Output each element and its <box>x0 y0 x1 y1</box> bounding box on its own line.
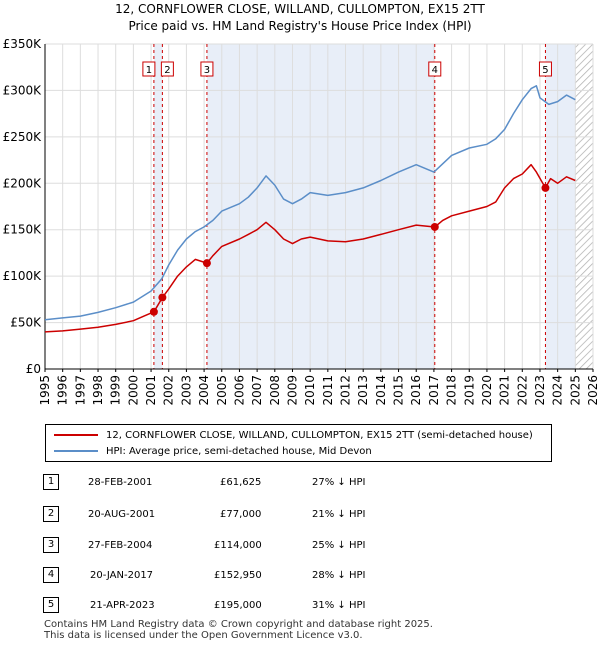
y-tick-label: £150K <box>3 223 43 237</box>
sale-marker-box <box>538 61 552 77</box>
y-tick-label: £350K <box>3 37 43 51</box>
x-tick-label: 2012 <box>339 375 353 406</box>
transaction-price: £195,000 <box>214 600 262 611</box>
transaction-marker: 3 <box>43 537 59 553</box>
x-tick-label: 2025 <box>568 375 582 406</box>
sale-point <box>202 259 211 268</box>
sale-point <box>541 183 550 192</box>
transaction-price: £61,625 <box>220 477 262 488</box>
hpi-series-line <box>44 85 576 321</box>
x-tick-label: 2001 <box>144 375 158 406</box>
x-tick-label: 2000 <box>126 375 140 406</box>
transaction-hpi-diff: 25% ↓ HPI <box>312 540 366 551</box>
transaction-date: 20-AUG-2001 <box>88 509 156 520</box>
transaction-hpi-diff: 27% ↓ HPI <box>312 477 366 488</box>
x-tick-label: 1995 <box>38 375 52 406</box>
x-tick-label: 2018 <box>445 375 459 406</box>
x-tick-label: 2010 <box>303 375 317 406</box>
x-tick-label: 2009 <box>285 375 299 406</box>
transaction-price: £114,000 <box>214 540 262 551</box>
footer-line-1: Contains HM Land Registry data © Crown c… <box>44 619 433 630</box>
x-tick-label: 1999 <box>109 375 123 406</box>
sale-point <box>430 222 439 231</box>
sale-marker-box <box>142 61 156 77</box>
x-tick-label: 2015 <box>392 375 406 406</box>
x-tick-label: 1998 <box>91 375 105 406</box>
ownership-band <box>206 44 435 369</box>
x-tick-label: 2013 <box>356 375 370 406</box>
y-tick-label: £250K <box>3 130 43 144</box>
transaction-row: 3 27-FEB-2004 £114,000 25% ↓ HPI <box>0 537 600 557</box>
transaction-row: 5 21-APR-2023 £195,000 31% ↓ HPI <box>0 597 600 617</box>
chart-legend: 12, CORNFLOWER CLOSE, WILLAND, CULLOMPTO… <box>45 424 552 462</box>
y-tick-label: £100K <box>3 269 43 283</box>
transaction-hpi-diff: 28% ↓ HPI <box>312 570 366 581</box>
legend-item-hpi: HPI: Average price, semi-detached house,… <box>54 443 372 459</box>
x-tick-label: 2004 <box>197 375 211 406</box>
sale-marker-box <box>428 61 442 77</box>
transaction-row: 4 20-JAN-2017 £152,950 28% ↓ HPI <box>0 567 600 587</box>
ownership-band <box>545 44 576 369</box>
y-tick-label: £300K <box>3 83 43 97</box>
legend-label-hpi: HPI: Average price, semi-detached house,… <box>106 445 372 457</box>
legend-swatch-property <box>54 434 98 436</box>
transaction-marker: 1 <box>43 474 59 490</box>
transaction-date: 28-FEB-2001 <box>88 477 153 488</box>
y-tick-label: £50K <box>10 316 42 330</box>
x-tick-label: 2021 <box>498 375 512 406</box>
legend-label-property: 12, CORNFLOWER CLOSE, WILLAND, CULLOMPTO… <box>106 429 533 441</box>
y-tick-label: £200K <box>3 176 43 190</box>
x-tick-label: 2006 <box>232 375 246 406</box>
sale-point <box>158 293 167 302</box>
sale-marker-label: 4 <box>432 65 438 76</box>
x-tick-label: 1996 <box>56 375 70 406</box>
y-tick-label: £0 <box>26 362 41 376</box>
transaction-marker: 5 <box>43 597 59 613</box>
chart-subtitle: Price paid vs. HM Land Registry's House … <box>128 19 472 33</box>
legend-swatch-hpi <box>54 450 98 452</box>
transaction-marker: 4 <box>43 567 59 583</box>
x-tick-label: 2008 <box>268 375 282 406</box>
x-tick-label: 2002 <box>162 375 176 406</box>
transaction-marker: 2 <box>43 506 59 522</box>
sale-marker-label: 1 <box>146 65 152 76</box>
transaction-date: 27-FEB-2004 <box>88 540 153 551</box>
x-tick-label: 2024 <box>551 375 565 406</box>
x-tick-label: 2022 <box>515 375 529 406</box>
footer-line-2: This data is licensed under the Open Gov… <box>44 630 363 641</box>
x-tick-label: 2019 <box>462 375 476 406</box>
transaction-hpi-diff: 31% ↓ HPI <box>312 600 366 611</box>
x-tick-label: 2026 <box>586 375 600 406</box>
x-tick-label: 2020 <box>480 375 494 406</box>
x-tick-label: 2014 <box>374 375 388 406</box>
x-tick-label: 2007 <box>250 375 264 406</box>
x-tick-label: 1997 <box>73 375 87 406</box>
transaction-date: 20-JAN-2017 <box>90 570 154 581</box>
sale-marker-label: 2 <box>164 65 170 76</box>
transaction-price: £152,950 <box>214 570 262 581</box>
transaction-hpi-diff: 21% ↓ HPI <box>312 509 366 520</box>
transaction-row: 2 20-AUG-2001 £77,000 21% ↓ HPI <box>0 506 600 526</box>
chart-title: 12, CORNFLOWER CLOSE, WILLAND, CULLOMPTO… <box>115 2 485 16</box>
projection-hatch <box>575 44 593 369</box>
legend-item-property: 12, CORNFLOWER CLOSE, WILLAND, CULLOMPTO… <box>54 427 533 443</box>
transaction-row: 1 28-FEB-2001 £61,625 27% ↓ HPI <box>0 474 600 494</box>
footer-notice: Contains HM Land Registry data © Crown c… <box>44 619 433 641</box>
transaction-price: £77,000 <box>220 509 262 520</box>
sale-marker-box <box>160 61 174 77</box>
x-tick-label: 2017 <box>427 375 441 406</box>
sale-marker-label: 3 <box>204 65 210 76</box>
x-tick-label: 2005 <box>215 375 229 406</box>
sale-marker-label: 5 <box>542 65 548 76</box>
ownership-band <box>153 44 163 369</box>
sale-marker-box <box>200 61 214 77</box>
transaction-date: 21-APR-2023 <box>90 600 155 611</box>
price-chart: £0 £50K £100K £150K £200K £250K £300K £350K 1995… <box>3 37 600 406</box>
x-tick-label: 2011 <box>321 375 335 406</box>
x-tick-label: 2016 <box>409 375 423 406</box>
x-tick-label: 2023 <box>533 375 547 406</box>
x-tick-label: 2003 <box>179 375 193 406</box>
sale-point <box>149 307 158 316</box>
